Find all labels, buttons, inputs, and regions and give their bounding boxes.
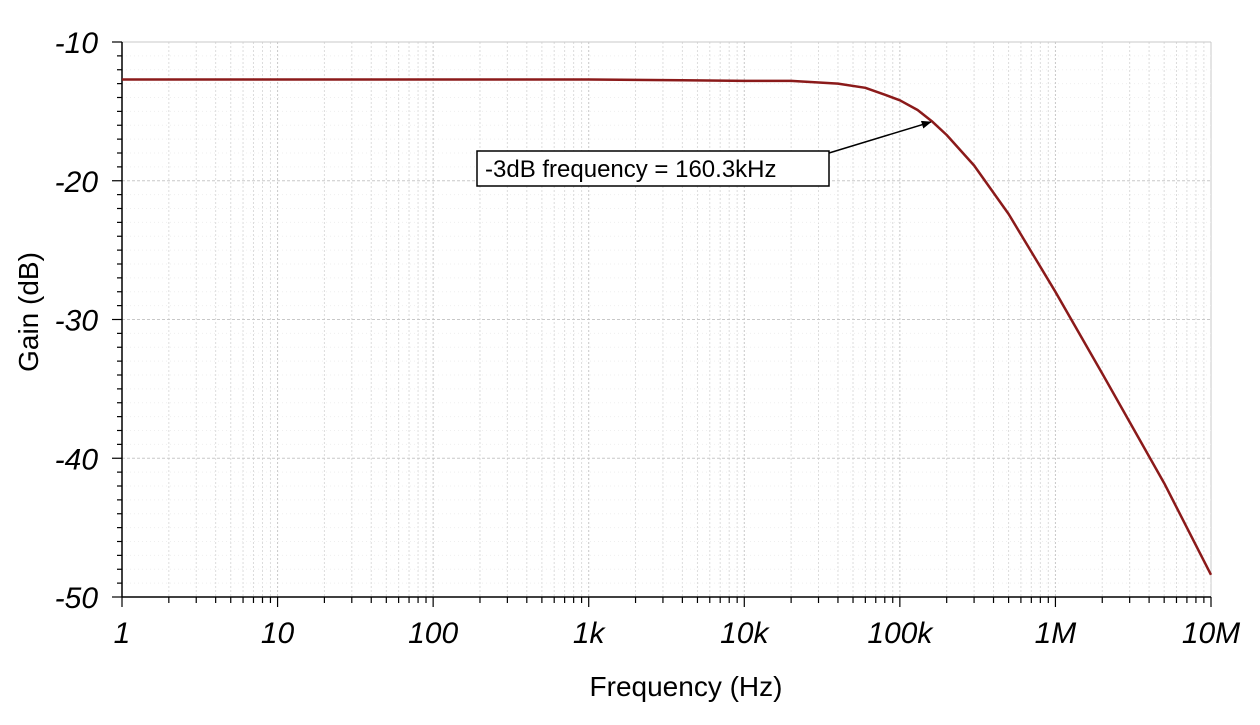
y-tick-label: -20 (55, 166, 99, 199)
x-tick-label: 10M (1182, 617, 1240, 650)
x-tick-label: 10k (720, 617, 770, 650)
y-tick-label: -30 (55, 305, 99, 338)
gain-curve (122, 78, 1213, 576)
annotation-arrow (828, 120, 932, 154)
x-tick-label: 100 (408, 617, 458, 650)
annotation-box (476, 150, 830, 187)
series-layer (122, 78, 1213, 576)
x-axis-title: Frequency (Hz) (590, 671, 783, 702)
grid (122, 41, 1212, 598)
x-tick-label: 100k (867, 617, 934, 650)
tick-labels: 1 10 100 1k 10k 100k 1M 10M -10 -20 -30 -40 -50 (55, 27, 1241, 650)
x-tick-label: 10 (261, 617, 295, 650)
y-axis-title: Gain (dB) (13, 252, 44, 372)
y-tick-label: -40 (55, 443, 99, 476)
x-tick-label: 1M (1035, 617, 1077, 650)
y-tick-label: -10 (55, 27, 99, 60)
x-tick-label: 1 (114, 617, 131, 650)
x-tick-label: 1k (573, 617, 607, 650)
annotation-text: -3dB frequency = 160.3kHz (485, 156, 777, 183)
y-tick-label: -50 (55, 582, 99, 615)
annotation-layer: -3dB frequency = 160.3kHz (476, 120, 932, 187)
axes (112, 41, 1212, 607)
